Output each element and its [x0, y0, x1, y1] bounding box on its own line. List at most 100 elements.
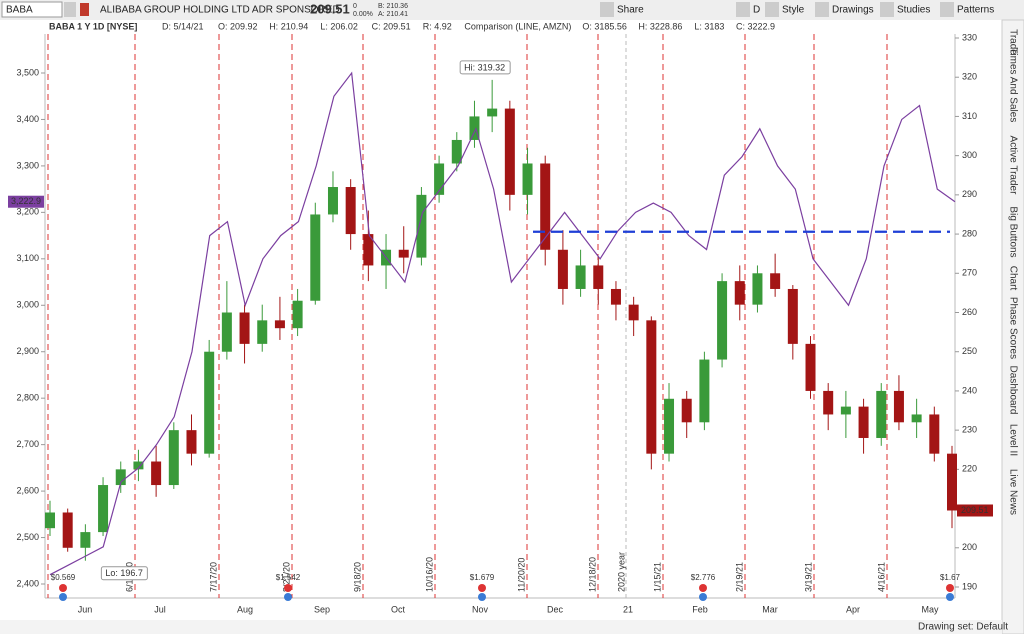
symbol-box[interactable] — [1, 1, 63, 18]
earnings-icon[interactable] — [946, 593, 954, 601]
toolbar-button[interactable] — [880, 2, 894, 17]
toolbar-button-label[interactable]: Patterns — [957, 5, 994, 16]
x-tick-label: Sep — [314, 604, 330, 614]
candle-body — [522, 163, 533, 195]
earnings-icon[interactable] — [284, 593, 292, 601]
dividend-label: $1.679 — [470, 573, 495, 582]
change-pct: 0.00% — [353, 11, 373, 18]
year-label: 2020 year — [616, 552, 626, 592]
candle-body — [823, 390, 834, 415]
candle-body — [876, 390, 887, 438]
toolbar-button-label[interactable]: Studies — [897, 5, 930, 16]
candle-body — [787, 288, 798, 344]
candle-body — [274, 320, 285, 329]
y-tick-label: 290 — [962, 189, 977, 199]
x-tick-label: Feb — [692, 604, 708, 614]
toolbar-button[interactable] — [815, 2, 829, 17]
x-tick-label: Mar — [762, 604, 778, 614]
sidebar-tab[interactable]: Active Trader — [1007, 136, 1018, 196]
dividend-icon[interactable] — [284, 584, 292, 592]
earnings-icon[interactable] — [699, 593, 707, 601]
toolbar-button[interactable] — [600, 2, 614, 17]
comparison-field: O: 3185.56 — [582, 21, 627, 31]
x-tick-label: Oct — [391, 604, 406, 614]
y-tick-label: 240 — [962, 385, 977, 395]
candle-body — [204, 351, 215, 454]
symbol[interactable]: BABA — [6, 5, 33, 16]
toolbar-button-label[interactable]: Share — [617, 5, 644, 16]
candle-body — [363, 234, 374, 266]
y2-tick-label: 3,500 — [16, 67, 39, 77]
dividend-icon[interactable] — [59, 584, 67, 592]
candle-body — [540, 163, 551, 250]
toolbar-button[interactable] — [736, 2, 750, 17]
sidebar-tab[interactable]: Phase Scores — [1007, 297, 1018, 359]
toolbar-button-label[interactable]: Style — [782, 5, 805, 16]
dividend-icon[interactable] — [699, 584, 707, 592]
y2-tick-label: 3,400 — [16, 114, 39, 124]
last-price: 209.51 — [310, 1, 350, 16]
y-tick-label: 300 — [962, 150, 977, 160]
candle-body — [947, 453, 957, 511]
dividend-label: $1.542 — [276, 573, 301, 582]
earnings-icon[interactable] — [478, 593, 486, 601]
change: 0 — [353, 3, 357, 10]
candle-body — [345, 187, 356, 235]
candle-body — [133, 461, 144, 470]
candle-body — [610, 288, 621, 305]
sidebar-tab[interactable]: Times And Sales — [1007, 48, 1018, 123]
y-tick-label: 200 — [962, 542, 977, 552]
candle-body — [469, 116, 480, 140]
candle-body — [593, 265, 604, 289]
event-label: 3/19/21 — [803, 562, 813, 592]
dividend-icon[interactable] — [478, 584, 486, 592]
toolbar-button[interactable] — [765, 2, 779, 17]
sidebar-tab[interactable]: Chart — [1007, 266, 1018, 291]
candle-body — [98, 485, 109, 533]
candle-body — [487, 108, 498, 117]
header-field: R: 4.92 — [423, 21, 452, 31]
earnings-icon[interactable] — [59, 593, 67, 601]
candle-body — [911, 414, 922, 423]
comparison-tag-label: 3,222.9 — [11, 196, 41, 206]
event-label: 11/20/20 — [516, 558, 526, 592]
candle-body — [80, 532, 91, 548]
toolbar-button[interactable] — [940, 2, 954, 17]
event-label: 12/18/20 — [587, 557, 597, 592]
event-label: 10/16/20 — [424, 557, 434, 592]
y-tick-label: 260 — [962, 307, 977, 317]
drawing-set[interactable]: Drawing set: Default — [918, 622, 1008, 633]
sidebar-tab[interactable]: Live News — [1007, 469, 1018, 515]
candle-body — [840, 406, 851, 415]
sidebar-tab[interactable]: Dashboard — [1007, 366, 1018, 415]
study-title: BABA 1 Y 1D [NYSE] — [49, 21, 137, 31]
event-label: 4/16/21 — [876, 562, 886, 592]
x-tick-label: Jul — [154, 604, 166, 614]
lo-bubble — [100, 566, 148, 581]
y2-tick-label: 2,500 — [16, 532, 39, 542]
sidebar-tab[interactable]: Trade — [1007, 29, 1018, 55]
toolbar-button-label[interactable]: D — [753, 5, 760, 16]
candle-body — [699, 359, 710, 423]
candle-body — [416, 194, 427, 258]
x-tick-label: 21 — [623, 604, 633, 614]
sidebar-tab[interactable]: Big Buttons — [1007, 206, 1018, 257]
x-tick-label: Aug — [237, 604, 253, 614]
candle-body — [929, 414, 940, 454]
candle-body — [45, 512, 55, 529]
symbol-dropdown[interactable] — [64, 2, 76, 17]
candle-body — [681, 398, 692, 423]
candle-body — [310, 214, 321, 301]
y-tick-label: 280 — [962, 228, 977, 238]
sidebar — [1001, 19, 1024, 634]
candle-body — [434, 163, 445, 195]
dividend-icon[interactable] — [946, 584, 954, 592]
candle-body — [717, 281, 728, 360]
toolbar-button-label[interactable]: Drawings — [832, 5, 874, 16]
company-name: ALIBABA GROUP HOLDING LTD ADR SPONSORED — [100, 5, 340, 16]
candle-body — [292, 300, 303, 329]
candle-body — [858, 406, 869, 438]
sidebar-tab[interactable]: Level II — [1007, 424, 1018, 456]
comparison-field: L: 3183 — [694, 21, 724, 31]
